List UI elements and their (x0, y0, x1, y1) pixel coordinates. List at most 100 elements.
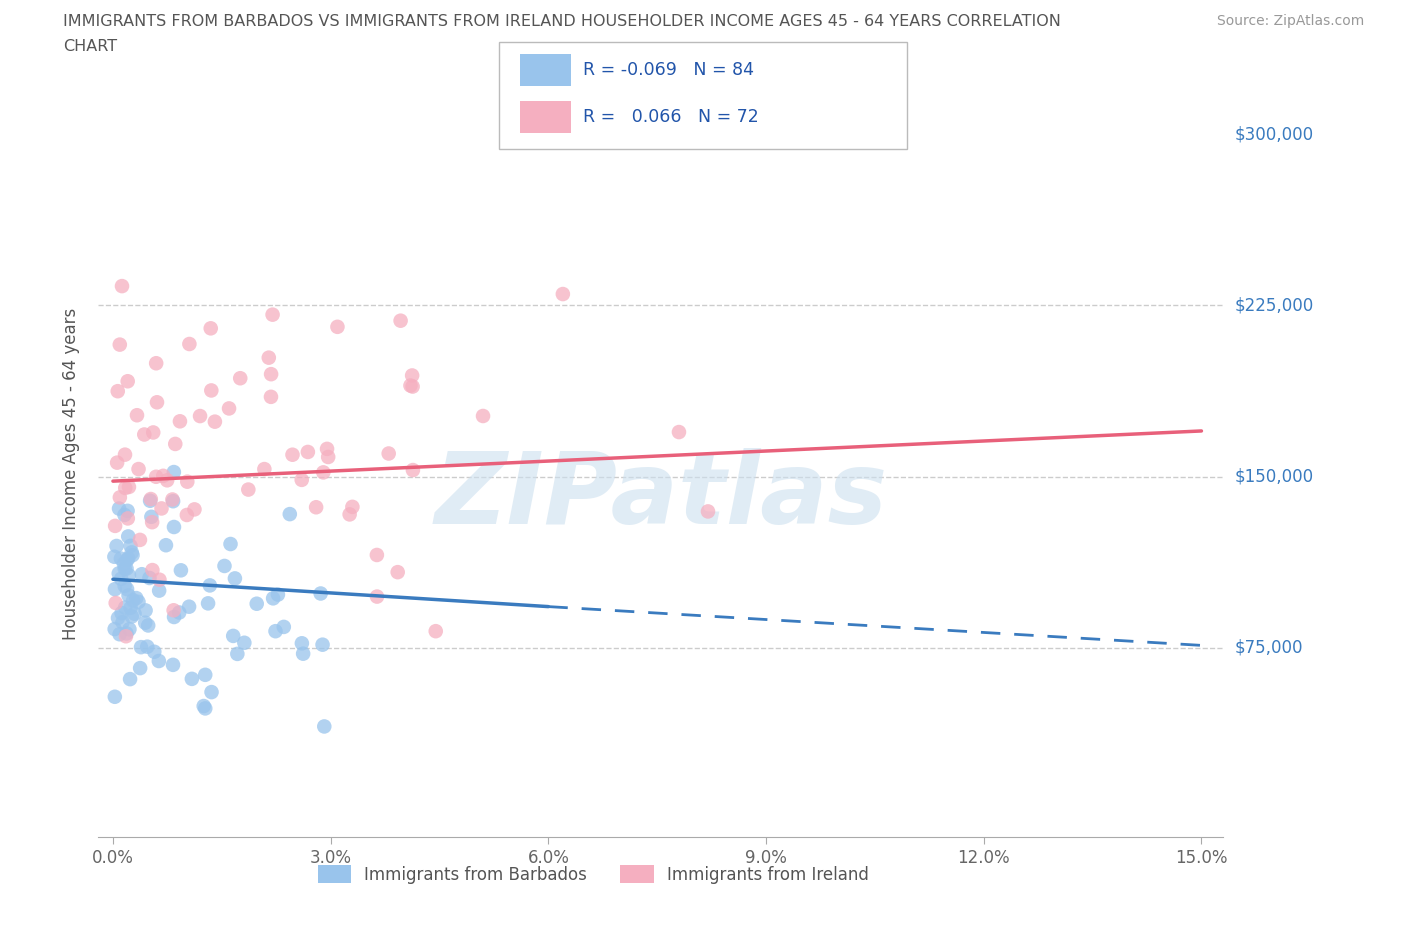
Text: Source: ZipAtlas.com: Source: ZipAtlas.com (1216, 14, 1364, 28)
Point (177, 599, 200, 614)
Point (222, 629, 245, 644)
Point (117, 588, 139, 603)
Point (291, 636, 314, 651)
Point (264, 624, 287, 639)
Point (309, 586, 332, 601)
Point (114, 508, 136, 523)
Point (141, 563, 163, 578)
Point (148, 583, 170, 598)
Point (117, 503, 139, 518)
Point (551, 286, 574, 301)
Point (163, 465, 186, 480)
Point (145, 356, 167, 371)
Point (117, 511, 139, 525)
Legend: Immigrants from Barbados, Immigrants from Ireland: Immigrants from Barbados, Immigrants fro… (311, 858, 876, 890)
Point (128, 461, 150, 476)
Point (314, 719, 336, 734)
Point (141, 510, 163, 525)
Point (120, 671, 142, 686)
Point (214, 559, 236, 574)
Point (176, 474, 198, 489)
Point (292, 646, 315, 661)
Point (127, 594, 149, 609)
Point (267, 587, 290, 602)
Point (204, 414, 226, 429)
Point (131, 566, 153, 581)
Point (180, 671, 202, 686)
Point (145, 470, 167, 485)
Point (399, 379, 422, 393)
Point (120, 538, 142, 553)
Point (162, 603, 184, 618)
Point (143, 644, 166, 659)
Point (104, 582, 127, 597)
Point (342, 499, 364, 514)
Point (115, 581, 138, 596)
Point (425, 624, 447, 639)
Point (150, 501, 173, 516)
Point (179, 337, 201, 352)
Point (104, 518, 127, 533)
Point (134, 616, 156, 631)
Point (194, 701, 217, 716)
Point (111, 279, 134, 294)
Point (366, 548, 388, 563)
Point (129, 640, 152, 655)
Point (233, 635, 256, 650)
Point (278, 507, 301, 522)
Point (121, 548, 143, 563)
Point (238, 482, 260, 497)
Point (105, 455, 128, 470)
Point (326, 319, 349, 334)
Point (262, 591, 284, 605)
Text: $225,000: $225,000 (1234, 297, 1313, 314)
Point (152, 469, 174, 484)
Point (200, 684, 222, 699)
Point (167, 605, 190, 620)
Point (104, 621, 127, 636)
Point (129, 533, 152, 548)
Point (194, 668, 217, 683)
Point (110, 551, 132, 566)
Point (163, 520, 186, 535)
Point (141, 514, 163, 529)
Point (103, 550, 125, 565)
Point (219, 537, 242, 551)
Point (316, 449, 339, 464)
Point (107, 384, 129, 399)
Point (110, 571, 132, 586)
Point (125, 591, 148, 605)
Point (121, 609, 143, 624)
Point (114, 481, 136, 496)
Point (104, 595, 127, 610)
Point (197, 596, 219, 611)
Point (226, 646, 249, 661)
Point (125, 407, 148, 422)
Point (115, 552, 138, 567)
Point (148, 654, 170, 669)
Point (118, 480, 141, 495)
Point (117, 529, 139, 544)
Point (260, 366, 283, 381)
Point (115, 626, 138, 641)
Point (117, 374, 139, 389)
Point (107, 566, 129, 581)
Text: IMMIGRANTS FROM BARBADOS VS IMMIGRANTS FROM IRELAND HOUSEHOLDER INCOME AGES 45 -: IMMIGRANTS FROM BARBADOS VS IMMIGRANTS F… (63, 14, 1062, 29)
Point (316, 442, 339, 457)
Point (668, 425, 690, 440)
Point (146, 395, 169, 410)
Point (163, 609, 186, 624)
Point (107, 610, 129, 625)
Point (124, 606, 146, 621)
Point (297, 445, 319, 459)
Point (377, 446, 399, 461)
Point (115, 629, 138, 644)
Point (142, 425, 165, 440)
Point (402, 462, 425, 477)
Point (139, 492, 162, 507)
Point (193, 698, 215, 713)
Point (118, 568, 141, 583)
Point (169, 414, 191, 429)
Point (114, 447, 136, 462)
Point (229, 371, 252, 386)
